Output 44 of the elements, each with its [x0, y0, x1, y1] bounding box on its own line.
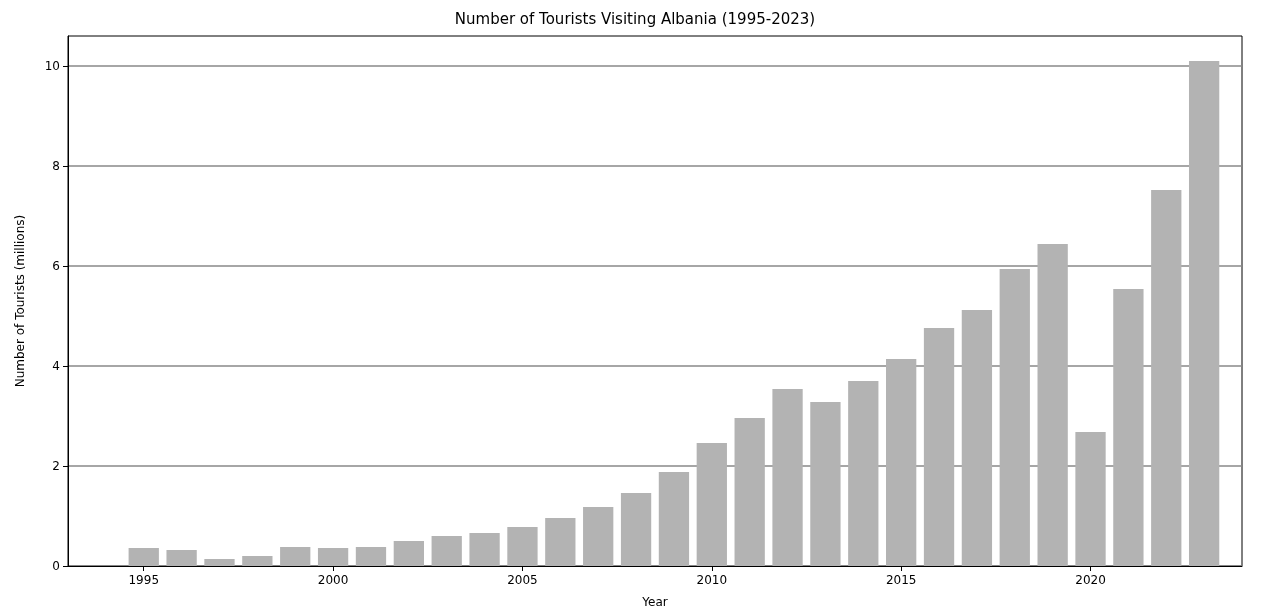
- bar: [658, 472, 690, 566]
- y-tick-label: 4: [52, 359, 60, 373]
- bar: [355, 547, 387, 566]
- bar: [1075, 432, 1106, 566]
- bar: [545, 518, 576, 566]
- bar: [961, 310, 993, 566]
- bar: [848, 381, 879, 566]
- bar: [620, 493, 652, 566]
- y-tick-label: 6: [52, 259, 60, 273]
- bar: [280, 547, 311, 566]
- bar: [886, 359, 917, 566]
- bar: [204, 559, 235, 566]
- bar: [166, 550, 197, 566]
- x-axis-title: Year: [641, 595, 668, 609]
- y-tick-label: 8: [52, 159, 60, 173]
- bar: [1113, 289, 1144, 566]
- bar: [128, 548, 159, 566]
- bar: [772, 389, 803, 566]
- bar: [1151, 190, 1182, 566]
- bar: [583, 507, 614, 566]
- bar: [393, 541, 424, 566]
- bar: [734, 418, 765, 566]
- bar: [317, 548, 349, 566]
- y-tick-label: 10: [44, 59, 60, 73]
- x-tick-label: 1995: [128, 573, 160, 587]
- bar: [1037, 244, 1068, 566]
- y-tick-label: 0: [52, 559, 60, 573]
- bar: [431, 536, 462, 566]
- x-tick-label: 2015: [885, 573, 917, 587]
- chart-title: Number of Tourists Visiting Albania (1995-2023): [454, 9, 816, 28]
- bar: [923, 328, 955, 566]
- bar: [1188, 61, 1220, 566]
- bar: [999, 269, 1030, 566]
- x-tick-label: 2005: [507, 573, 538, 587]
- bar: [696, 443, 727, 566]
- x-tick-label: 2010: [696, 573, 728, 587]
- x-tick-label: 2020: [1075, 573, 1106, 587]
- y-tick-label: 2: [52, 459, 60, 473]
- bar: [507, 527, 538, 566]
- x-tick-label: 2000: [317, 573, 349, 587]
- bar: [242, 556, 273, 566]
- y-axis-title: Number of Tourists (millions): [13, 214, 27, 388]
- bar: [810, 402, 841, 566]
- bar: [469, 533, 500, 566]
